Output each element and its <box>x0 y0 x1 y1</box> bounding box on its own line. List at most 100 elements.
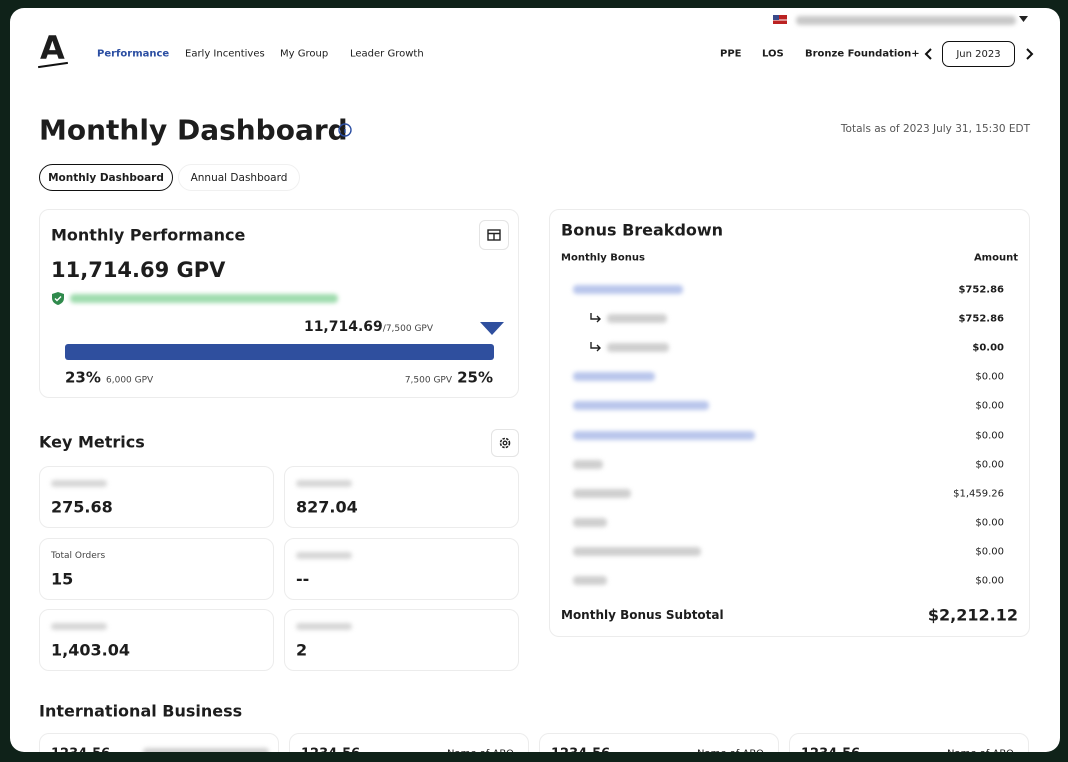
column-header: Amount <box>973 252 1018 264</box>
gpv: 7,500 GPV <box>404 375 452 386</box>
metric-value: 275.68 <box>51 497 113 517</box>
info-icon[interactable] <box>338 123 352 137</box>
redacted-text <box>70 294 338 303</box>
bonus-amount: $0.00 <box>972 342 1004 354</box>
section-title: International Business <box>39 701 243 721</box>
bonus-amount: $0.00 <box>975 430 1004 442</box>
month-picker[interactable]: Jun 2023 <box>942 41 1015 67</box>
sub-arrow <box>590 342 601 352</box>
metric-value: 15 <box>51 569 74 589</box>
redacted-text[interactable] <box>573 401 709 410</box>
current-value: 11,714.69 <box>303 319 383 335</box>
redacted-text <box>573 518 607 527</box>
redacted-text <box>607 314 667 323</box>
subtotal-label: Monthly Bonus Subtotal <box>561 608 724 622</box>
section-title: Key Metrics <box>39 432 145 452</box>
redacted-text <box>143 748 269 752</box>
business-amount: 1234.56 <box>551 747 610 753</box>
lower-threshold: 23% 6,000 GPV <box>65 368 153 387</box>
nav-link[interactable]: Performance <box>97 48 170 60</box>
business-card <box>39 733 279 752</box>
bonus-amount: $0.00 <box>975 400 1004 412</box>
redacted-text[interactable] <box>573 372 655 381</box>
bonus-amount: $752.86 <box>958 284 1004 296</box>
redacted-text <box>573 489 631 498</box>
target-value: /7,500 GPV <box>382 324 433 334</box>
next-month[interactable] <box>1024 48 1034 60</box>
logo[interactable]: A <box>40 29 65 67</box>
metric-value: 827.04 <box>296 497 358 517</box>
column-header: Monthly Bonus <box>561 252 645 264</box>
sub-arrow <box>590 313 601 323</box>
nav-item[interactable]: LOS <box>762 48 784 60</box>
redacted-text <box>296 480 352 487</box>
upper-threshold: 7,500 GPV 25% <box>405 368 493 387</box>
flag <box>773 15 787 24</box>
bonus-amount: $752.86 <box>958 313 1004 325</box>
metric-value: 2 <box>296 640 308 660</box>
bonus-amount: $0.00 <box>975 371 1004 383</box>
bonus-amount: $0.00 <box>975 546 1004 558</box>
bonus-amount: $0.00 <box>975 575 1004 587</box>
metric-label: Total Orders <box>51 551 106 561</box>
metric-value: 1,403.04 <box>51 640 130 660</box>
metric-card <box>284 466 519 528</box>
redacted-text[interactable] <box>573 431 755 440</box>
performance-panel <box>39 209 519 398</box>
metric-card <box>39 609 274 671</box>
caret[interactable] <box>1019 16 1028 23</box>
table-toggle[interactable] <box>479 220 509 250</box>
gpv: 6,000 GPV <box>106 375 154 386</box>
nav-item[interactable]: PPE <box>720 48 742 60</box>
dashboard: A Performance Early Incentives My Group … <box>10 8 1060 752</box>
redacted-text <box>296 552 352 559</box>
business-amount: 1234.56 <box>301 747 360 753</box>
business-name: Name of ABO <box>697 749 764 753</box>
page-title: Monthly Dashboard <box>39 113 348 147</box>
nav-link[interactable]: Early Incentives <box>185 48 265 60</box>
metric-value: -- <box>296 569 310 589</box>
redacted-text <box>573 576 607 585</box>
redacted-text <box>607 343 669 352</box>
metric-card <box>284 538 519 600</box>
redacted-text <box>573 547 701 556</box>
redacted-text <box>51 623 107 630</box>
business-name: Name of ABO <box>947 749 1014 753</box>
pct: 25% <box>457 368 493 387</box>
nav-link[interactable]: My Group <box>280 48 329 60</box>
business-name: Name of ABO <box>447 749 514 753</box>
panel-title: Bonus Breakdown <box>561 220 724 240</box>
redacted-text <box>296 623 352 630</box>
pct: 23% <box>65 368 101 387</box>
business-card <box>289 733 529 752</box>
current-gpv: 11,714.69/7,500 GPV <box>304 319 433 335</box>
business-card <box>539 733 779 752</box>
shield-icon <box>52 292 64 305</box>
metric-card <box>39 538 274 600</box>
prev-month[interactable] <box>924 48 934 60</box>
business-card <box>789 733 1029 752</box>
redacted-text <box>573 460 603 469</box>
nav-item[interactable]: Bronze Foundation+ <box>805 48 920 60</box>
bonus-amount: $1,459.26 <box>953 488 1004 500</box>
gpv-total: 11,714.69 GPV <box>51 258 226 282</box>
bonus-panel <box>549 209 1030 637</box>
bonus-amount: $0.00 <box>975 517 1004 529</box>
tab[interactable]: Annual Dashboard <box>178 164 300 191</box>
redacted-text[interactable] <box>573 285 683 294</box>
tab-active[interactable]: Monthly Dashboard <box>39 164 173 191</box>
progress-bar <box>65 344 494 360</box>
bonus-amount: $0.00 <box>975 459 1004 471</box>
panel-title: Monthly Performance <box>51 225 246 245</box>
nav-link[interactable]: Leader Growth <box>350 48 424 60</box>
timestamp: Totals as of 2023 July 31, 15:30 EDT <box>840 123 1030 135</box>
marker <box>480 322 504 335</box>
redacted-text <box>796 16 1016 25</box>
business-amount: 1234.56 <box>51 747 110 753</box>
settings[interactable] <box>491 429 519 457</box>
business-amount: 1234.56 <box>801 747 860 753</box>
subtotal-amount: $2,212.12 <box>927 605 1018 625</box>
redacted-text <box>51 480 107 487</box>
